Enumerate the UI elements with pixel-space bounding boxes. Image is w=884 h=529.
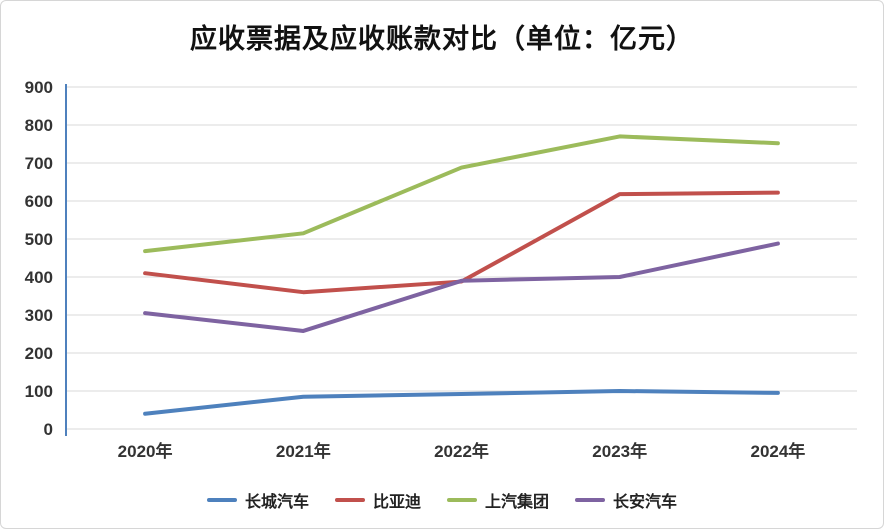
x-tick-label: 2023年 — [592, 441, 647, 461]
legend-item: 比亚迪 — [334, 488, 421, 512]
chart-title: 应收票据及应收账款对比（单位：亿元） — [190, 24, 694, 54]
legend-label: 上汽集团 — [485, 494, 550, 511]
y-tick-label: 100 — [25, 382, 53, 401]
legend-label: 长城汽车 — [244, 494, 309, 511]
y-tick-label: 600 — [25, 192, 53, 211]
y-tick-label: 300 — [25, 306, 53, 325]
x-tick-label: 2024年 — [750, 441, 805, 461]
legend-line-marker — [575, 498, 606, 502]
y-tick-label: 800 — [25, 116, 53, 135]
series-line-上汽集团 — [143, 134, 780, 254]
y-tick-label: 500 — [25, 230, 53, 249]
legend-label: 长安汽车 — [613, 494, 678, 511]
legend-line-marker — [206, 498, 237, 502]
x-tick-label: 2021年 — [276, 441, 331, 461]
y-tick-label: 200 — [25, 344, 53, 363]
y-tick-label: 900 — [25, 78, 53, 97]
series-line-长安汽车 — [143, 241, 780, 333]
chart-legend: 长城汽车 比亚迪 上汽集团 长安汽车 — [1, 488, 883, 512]
x-tick-label: 2020年 — [118, 441, 173, 461]
x-tick-label: 2022年 — [434, 441, 489, 461]
y-tick-label: 700 — [25, 154, 53, 173]
legend-item: 长城汽车 — [206, 488, 309, 512]
legend-label: 比亚迪 — [372, 494, 421, 511]
legend-item: 长安汽车 — [575, 488, 677, 512]
y-tick-label: 0 — [44, 420, 53, 439]
series-line-长城汽车 — [143, 389, 780, 416]
y-tick-label: 400 — [25, 268, 53, 287]
legend-line-marker — [334, 498, 365, 502]
legend-line-marker — [447, 498, 477, 502]
legend-item: 上汽集团 — [447, 488, 549, 512]
